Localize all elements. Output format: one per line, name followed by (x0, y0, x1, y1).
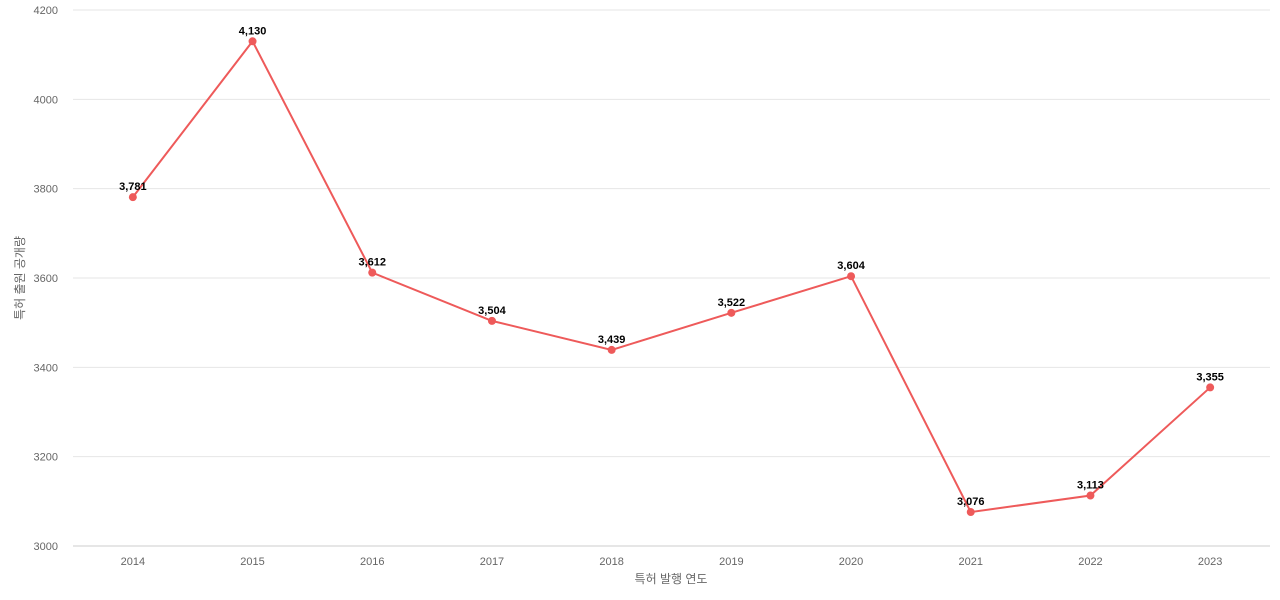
data-point (487, 316, 496, 325)
x-tick-label: 2015 (240, 556, 264, 568)
data-label: 3,522 (718, 297, 746, 309)
x-tick-label: 2020 (839, 556, 863, 568)
x-tick-label: 2014 (121, 556, 145, 568)
series-line (132, 39, 1211, 514)
y-tick-label: 3600 (34, 273, 58, 285)
data-label: 3,504 (478, 305, 506, 317)
data-points (128, 37, 1215, 517)
y-tick-label: 3400 (34, 362, 58, 374)
data-point (1086, 491, 1095, 500)
data-label: 3,076 (957, 496, 985, 508)
data-point (847, 272, 856, 281)
data-point (248, 37, 257, 46)
data-point (607, 345, 616, 354)
x-tick-label: 2018 (599, 556, 623, 568)
grid (73, 9, 1270, 458)
data-label: 3,781 (119, 181, 147, 193)
x-axis-ticks: 2014 2015 2016 2017 2018 2019 2020 2021 2022 2023 (121, 556, 1223, 568)
y-tick-label: 4200 (34, 5, 58, 17)
data-labels: 3,781 4,130 3,612 3,504 3,439 3,522 3,604 3,076… (119, 25, 1224, 508)
data-label: 4,130 (239, 25, 267, 37)
y-tick-label: 4000 (34, 94, 58, 106)
data-label: 3,604 (837, 260, 865, 272)
y-axis-title: 특허 출원 공개량 (13, 236, 27, 320)
x-tick-label: 2022 (1078, 556, 1102, 568)
x-tick-label: 2021 (959, 556, 983, 568)
x-tick-label: 2016 (360, 556, 384, 568)
y-tick-label: 3000 (34, 541, 58, 553)
data-label: 3,612 (358, 257, 386, 269)
x-tick-label: 2017 (480, 556, 504, 568)
data-point (1206, 383, 1215, 392)
data-point (368, 268, 377, 277)
x-tick-label: 2023 (1198, 556, 1222, 568)
data-point (128, 193, 137, 202)
data-point (727, 308, 736, 317)
data-point (966, 508, 975, 517)
data-label: 3,113 (1077, 480, 1104, 492)
y-axis-ticks: 3000 3200 3400 3600 3800 4000 4200 (34, 5, 58, 553)
x-axis-title: 특허 발행 연도 (635, 571, 708, 586)
y-tick-label: 3800 (34, 184, 58, 196)
data-label: 3,439 (598, 334, 626, 346)
y-tick-label: 3200 (34, 452, 58, 464)
x-tick-label: 2019 (719, 556, 743, 568)
data-label: 3,355 (1196, 371, 1224, 383)
